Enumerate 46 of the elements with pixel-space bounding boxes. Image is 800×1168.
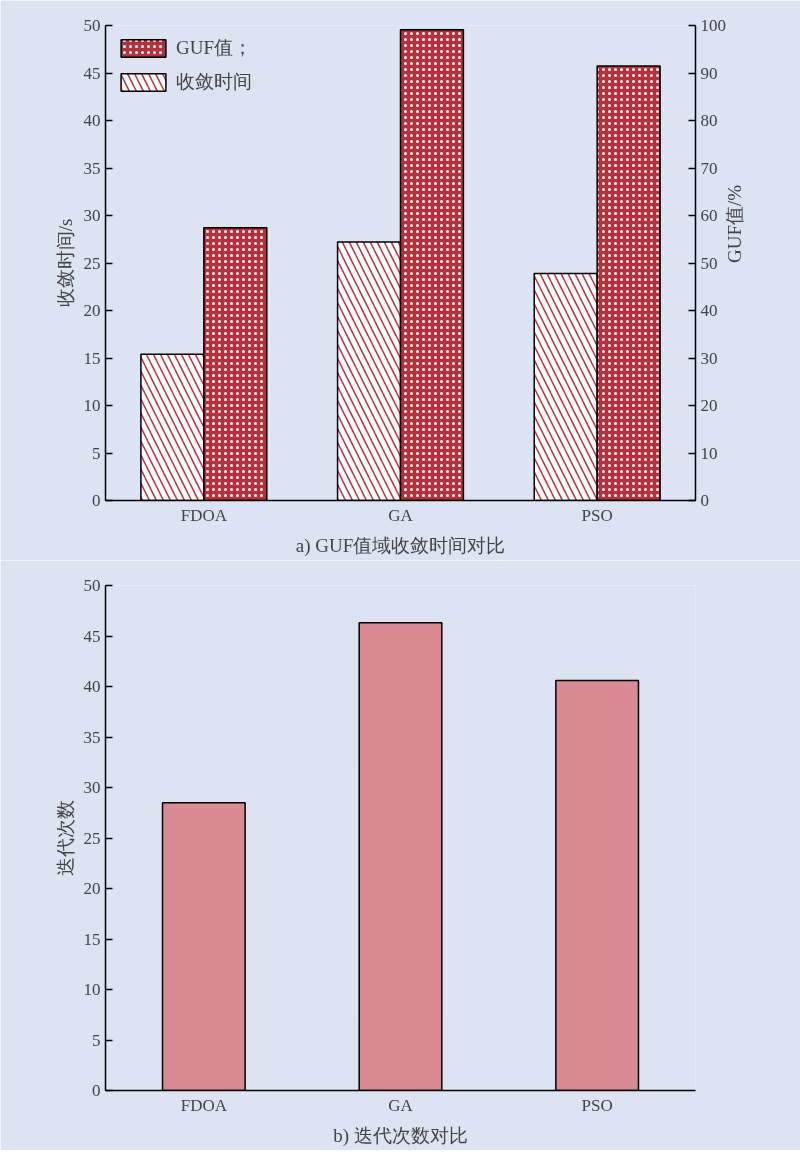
y-tick-label: 40: [83, 111, 101, 130]
x-tick-label: PSO: [581, 505, 613, 525]
y-tick-label: 35: [83, 158, 101, 178]
y-tick-label: 50: [83, 16, 101, 35]
y-axis-title: 迭代次数: [54, 800, 76, 876]
y-tick-label: 20: [83, 301, 101, 320]
y-tick-label: 45: [83, 626, 101, 646]
y-tick-label: 25: [83, 828, 101, 848]
y2-tick-label: 30: [700, 348, 718, 368]
y-tick-label: 35: [83, 727, 101, 747]
x-tick-label: PSO: [581, 1095, 613, 1115]
y-tick-label: 40: [83, 677, 101, 696]
y2-tick-label: 60: [700, 206, 718, 225]
y2-tick-label: 80: [700, 111, 718, 130]
x-tick-label: GA: [388, 1095, 414, 1115]
y2-tick-label: 70: [700, 158, 718, 178]
y-tick-label: 15: [83, 929, 101, 949]
y2-axis-title: GUF值/%: [723, 184, 745, 263]
y-tick-label: 5: [92, 443, 101, 463]
y-tick-label: 0: [92, 491, 101, 510]
y2-tick-label: 100: [700, 16, 726, 35]
text: b) 迭代次数对比: [333, 1124, 468, 1147]
y-tick-label: 10: [83, 980, 101, 999]
text: a) GUF值域收敛时间对比: [295, 534, 506, 557]
y2-tick-label: 20: [700, 396, 718, 415]
y2-tick-label: 90: [700, 63, 718, 83]
y-tick-label: 20: [83, 879, 101, 898]
legend-label: 收敛时间: [176, 70, 252, 94]
y-tick-label: 10: [83, 396, 101, 415]
legend-label: GUF值；: [176, 36, 253, 60]
y-tick-label: 0: [92, 1081, 101, 1100]
y-tick-label: 15: [83, 348, 101, 368]
x-tick-label: FDOA: [180, 1095, 228, 1115]
y-tick-label: 30: [83, 206, 101, 225]
x-tick-label: GA: [388, 505, 414, 525]
y2-tick-label: 0: [700, 491, 709, 510]
y-tick-label: 25: [83, 253, 101, 273]
y-axis-title: 收敛时间/s: [54, 218, 76, 308]
y2-tick-label: 50: [700, 253, 718, 273]
y2-tick-label: 10: [700, 443, 718, 463]
y-tick-label: 5: [92, 1030, 101, 1050]
x-tick-label: FDOA: [180, 505, 228, 525]
y-tick-label: 45: [83, 63, 101, 83]
y-tick-label: 50: [83, 576, 101, 595]
y-tick-label: 30: [83, 778, 101, 797]
y2-tick-label: 40: [700, 301, 718, 320]
